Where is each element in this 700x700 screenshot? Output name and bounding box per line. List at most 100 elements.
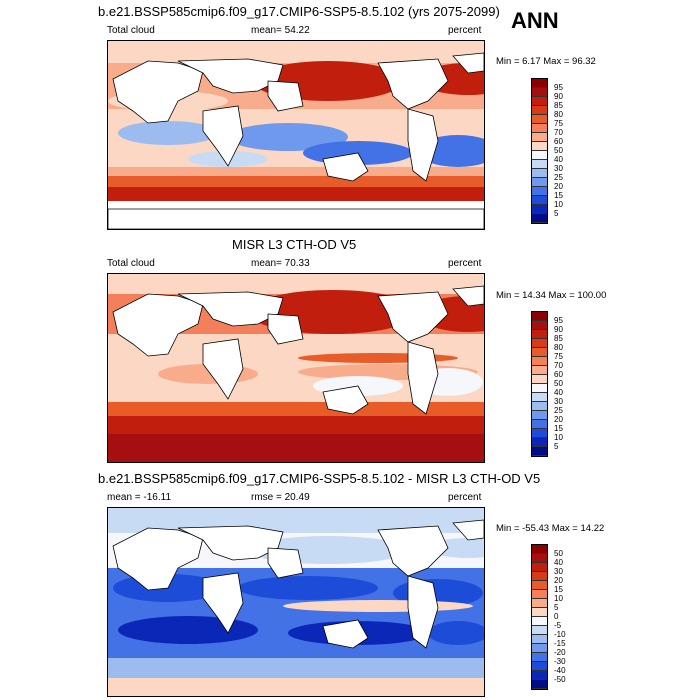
colorbar-swatch	[532, 563, 547, 572]
colorbar-swatch	[532, 124, 547, 133]
panel-2-colorbar-label-60: 60	[554, 370, 563, 379]
panel-2-colorbar-label-85: 85	[554, 334, 563, 343]
colorbar-swatch	[532, 169, 547, 178]
colorbar-swatch	[532, 97, 547, 106]
colorbar-swatch	[532, 88, 547, 97]
panel-2-title: MISR L3 CTH-OD V5	[232, 237, 357, 252]
panel-1-colorbar-label-30: 30	[554, 164, 563, 173]
panel-3-colorbar-label-30: 30	[554, 567, 563, 576]
colorbar-swatch	[532, 321, 547, 330]
colorbar-swatch	[532, 581, 547, 590]
panel-1-colorbar-label-10: 10	[554, 200, 563, 209]
colorbar-swatch	[532, 608, 547, 617]
colorbar-swatch	[532, 420, 547, 429]
panel-3-colorbar-label-15: 15	[554, 585, 563, 594]
panel-1-colorbar-label-25: 25	[554, 173, 563, 182]
colorbar-swatch	[532, 160, 547, 169]
colorbar-swatch	[532, 178, 547, 187]
panel-3-units-label: percent	[448, 492, 482, 503]
colorbar-swatch	[532, 393, 547, 402]
panel-2-colorbar-label-30: 30	[554, 397, 563, 406]
colorbar-swatch	[532, 384, 547, 393]
colorbar-swatch	[532, 402, 547, 411]
panel-2-mean-label: mean= 70.33	[251, 258, 310, 269]
colorbar-swatch	[532, 554, 547, 563]
panel-1-mean-label: mean= 54.22	[251, 25, 310, 36]
colorbar-swatch	[532, 366, 547, 375]
panel-1-minmax: Min = 6.17 Max = 96.32	[496, 56, 596, 67]
colorbar-swatch	[532, 617, 547, 626]
panel-2-units-label: percent	[448, 258, 482, 269]
panel-3-colorbar-label-20: 20	[554, 576, 563, 585]
panel-1-map	[107, 40, 485, 230]
colorbar-swatch	[532, 447, 547, 456]
colorbar-swatch	[532, 79, 547, 88]
colorbar-swatch	[532, 357, 547, 366]
panel-2-colorbar-label-40: 40	[554, 388, 563, 397]
colorbar-swatch	[532, 626, 547, 635]
panel-3-rmse-label: rmse = 20.49	[251, 492, 310, 503]
colorbar-swatch	[532, 187, 547, 196]
panel-1-colorbar-label-95: 95	[554, 83, 563, 92]
colorbar-swatch	[532, 680, 547, 689]
panel-2-colorbar-label-50: 50	[554, 379, 563, 388]
colorbar-swatch	[532, 572, 547, 581]
panel-2-colorbar-label-80: 80	[554, 343, 563, 352]
colorbar-swatch	[532, 662, 547, 671]
colorbar-swatch	[532, 429, 547, 438]
season-label: ANN	[511, 8, 559, 33]
colorbar-swatch	[532, 330, 547, 339]
colorbar-swatch	[532, 590, 547, 599]
colorbar-swatch	[532, 151, 547, 160]
panel-3-colorbar-swatches	[531, 544, 548, 690]
panel-3-colorbar-label-minus-15: -15	[554, 639, 566, 648]
panel-3-colorbar-label-minus-40: -40	[554, 666, 566, 675]
panel-3-title: b.e21.BSSP585cmip6.f09_g17.CMIP6-SSP5-8.…	[98, 471, 541, 486]
colorbar-swatch	[532, 348, 547, 357]
panel-1-colorbar-label-15: 15	[554, 191, 563, 200]
colorbar-swatch	[532, 312, 547, 321]
panel-1-colorbar-label-90: 90	[554, 92, 563, 101]
colorbar-swatch	[532, 339, 547, 348]
panel-3-map	[107, 507, 485, 697]
panel-2-colorbar-label-25: 25	[554, 406, 563, 415]
panel-3-minmax: Min = -55.43 Max = 14.22	[496, 523, 605, 534]
colorbar-swatch	[532, 411, 547, 420]
panel-2-colorbar-label-75: 75	[554, 352, 563, 361]
panel-1-colorbar-label-80: 80	[554, 110, 563, 119]
colorbar-swatch	[532, 133, 547, 142]
panel-1-colorbar-label-50: 50	[554, 146, 563, 155]
panel-2-map	[107, 273, 485, 463]
panel-2-colorbar-label-95: 95	[554, 316, 563, 325]
panel-2-minmax: Min = 14.34 Max = 100.00	[496, 290, 607, 301]
panel-1-colorbar-label-70: 70	[554, 128, 563, 137]
panel-3-colorbar-label-minus-20: -20	[554, 648, 566, 657]
panel-1-colorbar-label-20: 20	[554, 182, 563, 191]
panel-1-colorbar-label-60: 60	[554, 137, 563, 146]
panel-1-colorbar-label-75: 75	[554, 119, 563, 128]
panel-3-colorbar-label-minus-10: -10	[554, 630, 566, 639]
panel-3-mean-label: mean = -16.11	[107, 492, 172, 503]
panel-1-colorbar-label-40: 40	[554, 155, 563, 164]
panel-2-colorbar-label-15: 15	[554, 424, 563, 433]
colorbar-swatch	[532, 196, 547, 205]
panel-3-colorbar-label-0: 0	[554, 612, 559, 621]
colorbar-swatch	[532, 106, 547, 115]
panel-2-variable-label: Total cloud	[107, 258, 155, 269]
colorbar-swatch	[532, 545, 547, 554]
colorbar-swatch	[532, 205, 547, 214]
colorbar-swatch	[532, 644, 547, 653]
panel-2-colorbar-swatches	[531, 311, 548, 457]
colorbar-swatch	[532, 115, 547, 124]
panel-2-colorbar-label-5: 5	[554, 442, 559, 451]
panel-3-colorbar-label-5: 5	[554, 603, 559, 612]
colorbar-swatch	[532, 671, 547, 680]
panel-3-colorbar-label-minus-5: -5	[554, 621, 562, 630]
colorbar-swatch	[532, 599, 547, 608]
colorbar-swatch	[532, 142, 547, 151]
panel-1-title: b.e21.BSSP585cmip6.f09_g17.CMIP6-SSP5-8.…	[98, 4, 500, 19]
panel-2-colorbar-label-70: 70	[554, 361, 563, 370]
panel-1-variable-label: Total cloud	[107, 25, 155, 36]
colorbar-swatch	[532, 635, 547, 644]
panel-3-colorbar-label-minus-50: -50	[554, 675, 566, 684]
